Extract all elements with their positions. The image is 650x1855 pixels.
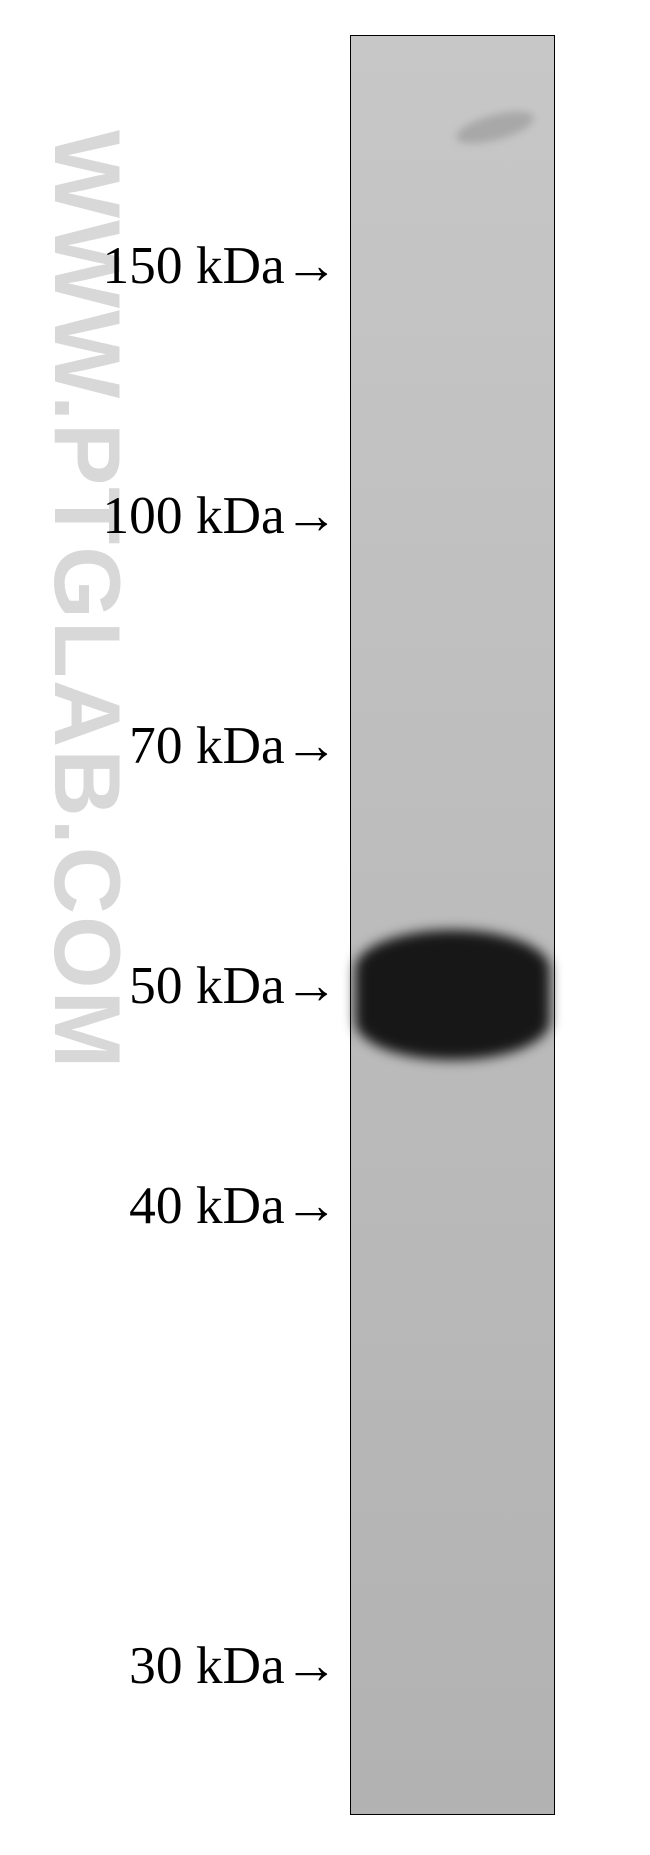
marker-150kda: 150 kDa→ <box>103 234 339 296</box>
western-blot-figure: WWW.PTGLAB.COM 150 kDa→ 100 kDa→ 70 kDa→… <box>0 0 650 1855</box>
marker-40kda: 40 kDa→ <box>129 1174 338 1236</box>
protein-band <box>355 930 550 1060</box>
marker-50kda: 50 kDa→ <box>129 954 338 1016</box>
marker-30kda: 30 kDa→ <box>129 1634 338 1696</box>
marker-70kda: 70 kDa→ <box>129 714 338 776</box>
blot-lane <box>350 35 555 1815</box>
marker-100kda: 100 kDa→ <box>103 484 339 546</box>
